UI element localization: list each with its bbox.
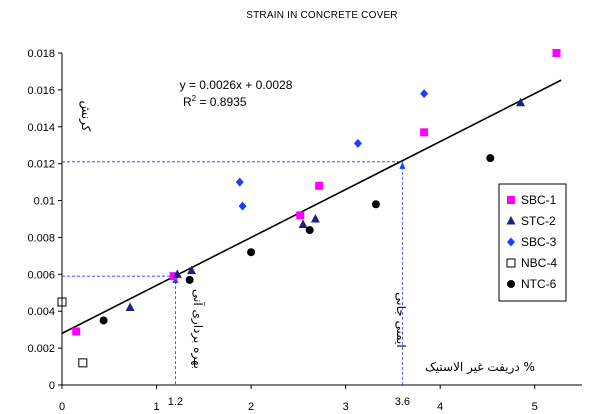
legend-marker-stc-2	[506, 216, 516, 225]
legend-marker-ntc-6	[507, 280, 515, 288]
x-axis-label: دریفت غیر الاستیک %	[425, 360, 535, 375]
legend-label-sbc-3: SBC-3	[521, 235, 557, 249]
sbc-1-point	[72, 327, 81, 336]
sbc-1-point	[315, 181, 324, 190]
reference-arrowhead	[399, 161, 406, 169]
ntc-6-point	[486, 154, 495, 163]
sbc-1-point	[169, 272, 178, 281]
r-squared-value: = 0.8935	[196, 95, 247, 109]
chart-title: STRAIN IN CONCRETE COVER	[246, 10, 397, 21]
legend-marker-sbc-3	[507, 237, 515, 247]
x-tick-label: 1	[153, 401, 159, 413]
data-points	[57, 49, 561, 368]
sbc-3-point	[238, 201, 247, 211]
sbc-1-point	[420, 128, 429, 137]
sbc-1-point	[296, 211, 305, 220]
legend-label-stc-2: STC-2	[521, 214, 556, 228]
legend-label-sbc-1: SBC-1	[521, 193, 557, 207]
y-tick-label: 0.014	[27, 122, 55, 134]
legend-marker-nbc-4	[506, 258, 516, 268]
stc-2-point	[516, 97, 526, 107]
ntc-6-point	[99, 316, 108, 325]
y-tick-label: 0	[49, 380, 55, 392]
stc-2-point	[187, 265, 197, 275]
trendline-group	[61, 79, 562, 335]
legend: SBC-1 STC-2 SBC-3 NBC-4 NTC-6	[498, 183, 567, 302]
sbc-3-point	[235, 177, 244, 187]
y-tick-label: 0.004	[27, 306, 55, 318]
r-squared-r: R	[183, 95, 192, 109]
reference-lines	[62, 161, 406, 385]
y-axis-label: کرنش	[78, 101, 93, 132]
stc-2-point	[298, 219, 308, 229]
y-tick-label: 0.012	[27, 159, 55, 171]
reference-label-2: ایمنی جانی	[394, 292, 408, 347]
x-tick-label: 5	[532, 401, 538, 413]
legend-marker-sbc-1	[507, 196, 515, 204]
r-squared-exponent: 2	[192, 94, 197, 103]
ntc-6-point	[247, 248, 256, 257]
nbc-4-point	[78, 358, 88, 368]
reference-label-1: بهره برداری آنی	[190, 289, 206, 369]
trendline-r-squared: R2 = 0.8935	[183, 94, 247, 109]
trendline-equation: y = 0.0026x + 0.0028	[180, 78, 293, 92]
x-extra-tick-label: 3.6	[395, 396, 410, 408]
y-axis-ticks: 0 0.002 0.004 0.006 0.008 0.01 0.012 0.014 0.016…	[27, 48, 62, 392]
legend-label-nbc-4: NBC-4	[521, 256, 557, 270]
x-tick-label: 0	[59, 401, 65, 413]
y-tick-label: 0.006	[27, 269, 55, 281]
ntc-6-point	[371, 200, 380, 209]
x-extra-tick-label: 1.2	[168, 396, 183, 408]
trendline	[61, 79, 562, 335]
ntc-6-point	[185, 275, 194, 284]
sbc-3-point	[353, 138, 362, 148]
y-tick-label: 0.002	[27, 343, 55, 355]
stc-2-point	[125, 302, 135, 312]
x-tick-label: 2	[248, 401, 254, 413]
sbc-1-point	[552, 49, 561, 57]
y-tick-label: 0.01	[34, 196, 55, 208]
y-tick-label: 0.018	[27, 48, 55, 60]
y-tick-label: 0.016	[27, 85, 55, 97]
stc-2-point	[310, 214, 320, 223]
y-tick-label: 0.008	[27, 232, 55, 244]
stc-2-point	[172, 269, 182, 278]
legend-label-ntc-6: NTC-6	[521, 277, 557, 291]
ntc-6-point	[305, 226, 314, 235]
x-axis-ticks: 0 1 2 3 4 5 1.2 3.6	[59, 385, 538, 413]
sbc-3-point	[420, 89, 429, 99]
x-tick-label: 3	[343, 401, 349, 413]
x-tick-label: 4	[437, 401, 443, 413]
